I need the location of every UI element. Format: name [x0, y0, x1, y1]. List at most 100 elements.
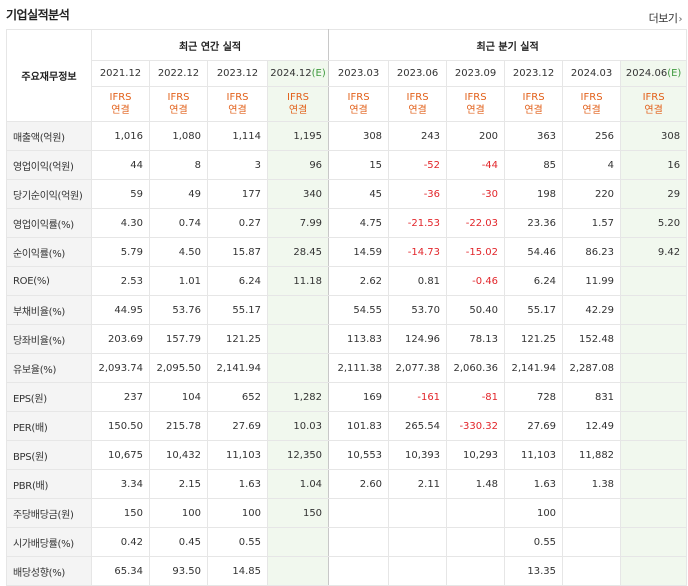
table-cell: 152.48 — [562, 324, 622, 354]
table-cell: 54.55 — [328, 295, 390, 325]
table-cell: 65.34 — [91, 556, 150, 586]
table-cell: 0.81 — [388, 266, 448, 296]
table-cell: 2,111.38 — [328, 353, 390, 383]
table-row: 순이익률(%) 5.79 4.50 15.87 28.45 14.59 -14.73 -15.… — [6, 237, 688, 267]
table-cell: 340 — [266, 179, 330, 209]
table-cell: 0.74 — [149, 208, 208, 238]
table-cell: 363 — [504, 121, 564, 151]
table-cell: 220 — [562, 179, 622, 209]
table-cell — [446, 498, 506, 528]
table-cell: -22.03 — [446, 208, 506, 238]
table-cell: 59 — [91, 179, 150, 209]
table-cell: 2,095.50 — [149, 353, 208, 383]
table-cell: 0.55 — [207, 527, 268, 557]
table-cell: 1.48 — [446, 469, 506, 499]
accounting-standard-header: IFRS 연결 — [504, 86, 564, 122]
ifrs-label: IFRS — [167, 92, 190, 103]
table-cell: 169 — [328, 382, 390, 412]
table-cell: 308 — [620, 121, 688, 151]
table-cell: 1,195 — [266, 121, 330, 151]
table-cell: 45 — [328, 179, 390, 209]
table-cell: 93.50 — [149, 556, 208, 586]
table-cell: 124.96 — [388, 324, 448, 354]
table-cell — [620, 324, 688, 354]
table-cell: -14.73 — [388, 237, 448, 267]
table-cell: 177 — [207, 179, 268, 209]
table-cell: -0.46 — [446, 266, 506, 296]
annual-group-header: 최근 연간 실적 — [90, 29, 330, 61]
ifrs-label: IFRS — [109, 92, 132, 103]
period-header: 2021.12 — [91, 60, 150, 87]
table-row: 영업이익률(%) 4.30 0.74 0.27 7.99 4.75 -21.53 -22.03… — [6, 208, 688, 238]
table-cell — [620, 411, 688, 441]
table-cell: 198 — [504, 179, 564, 209]
period-header: 2024.12(E) — [266, 60, 330, 87]
row-label: 영업이익(억원) — [6, 150, 92, 180]
more-link[interactable]: 더보기› — [649, 10, 683, 26]
table-cell: 6.24 — [504, 266, 564, 296]
ifrs-label: IFRS — [347, 92, 370, 103]
table-cell: 0.27 — [207, 208, 268, 238]
table-row: 당기순이익(억원) 59 49 177 340 45 -36 -30 198 220 29 — [6, 179, 688, 209]
table-cell: 243 — [388, 121, 448, 151]
scope-label: 연결 — [644, 105, 663, 116]
table-cell: 96 — [266, 150, 330, 180]
financial-table: 주요재무정보 최근 연간 실적 최근 분기 실적 2021.12 2022.12 2… — [6, 29, 688, 586]
table-cell: 50.40 — [446, 295, 506, 325]
table-row: 배당성향(%) 65.34 93.50 14.85 13.35 — [6, 556, 688, 586]
scope-label: 연결 — [582, 105, 601, 116]
table-cell: 55.17 — [504, 295, 564, 325]
table-cell: 150.50 — [91, 411, 150, 441]
row-label: 주당배당금(원) — [6, 498, 92, 528]
period-header: 2022.12 — [149, 60, 208, 87]
table-cell: 2,287.08 — [562, 353, 622, 383]
table-cell: 0.42 — [91, 527, 150, 557]
table-cell: 42.29 — [562, 295, 622, 325]
table-cell: 4.50 — [149, 237, 208, 267]
table-cell — [388, 527, 448, 557]
table-cell — [562, 527, 622, 557]
table-cell: 2,077.38 — [388, 353, 448, 383]
table-cell: 200 — [446, 121, 506, 151]
table-cell: 2,060.36 — [446, 353, 506, 383]
table-cell: 86.23 — [562, 237, 622, 267]
estimate-tag: (E) — [311, 68, 326, 79]
table-cell — [620, 556, 688, 586]
table-cell: 54.46 — [504, 237, 564, 267]
period-header: 2023.06 — [388, 60, 448, 87]
table-row: 영업이익(억원) 44 8 3 96 15 -52 -44 85 4 16 — [6, 150, 688, 180]
table-row: 매출액(억원) 1,016 1,080 1,114 1,195 308 243 200 363 2… — [6, 121, 688, 151]
table-row: 부채비율(%) 44.95 53.76 55.17 54.55 53.70 50.40 55.… — [6, 295, 688, 325]
accounting-standard-header: IFRS 연결 — [149, 86, 208, 122]
table-cell: -81 — [446, 382, 506, 412]
table-cell — [562, 556, 622, 586]
table-cell: 2.53 — [91, 266, 150, 296]
table-cell: 100 — [207, 498, 268, 528]
table-cell: 203.69 — [91, 324, 150, 354]
table-cell: 16 — [620, 150, 688, 180]
table-cell: 27.69 — [504, 411, 564, 441]
table-cell: 2,141.94 — [504, 353, 564, 383]
table-cell: 3 — [207, 150, 268, 180]
ifrs-label: IFRS — [406, 92, 429, 103]
table-cell: 2,093.74 — [91, 353, 150, 383]
table-cell — [620, 382, 688, 412]
table-cell: 10.03 — [266, 411, 330, 441]
table-cell: 1,080 — [149, 121, 208, 151]
period-header: 2024.06(E) — [620, 60, 688, 87]
accounting-standard-header: IFRS 연결 — [446, 86, 506, 122]
accounting-standard-header: IFRS 연결 — [388, 86, 448, 122]
table-cell — [388, 556, 448, 586]
period-label: 2021.12 — [99, 68, 142, 79]
table-cell: 2.60 — [328, 469, 390, 499]
table-cell — [266, 295, 330, 325]
ifrs-label: IFRS — [287, 92, 310, 103]
row-label: ROE(%) — [6, 266, 92, 296]
quarter-group-header: 최근 분기 실적 — [328, 29, 688, 61]
period-label: 2022.12 — [157, 68, 200, 79]
row-label: 매출액(억원) — [6, 121, 92, 151]
period-label: 2024.12 — [270, 68, 312, 79]
table-cell: 0.55 — [504, 527, 564, 557]
table-row: PBR(배) 3.34 2.15 1.63 1.04 2.60 2.11 1.48 1.63 1.… — [6, 469, 688, 499]
section-title: 기업실적분석 — [6, 8, 70, 22]
